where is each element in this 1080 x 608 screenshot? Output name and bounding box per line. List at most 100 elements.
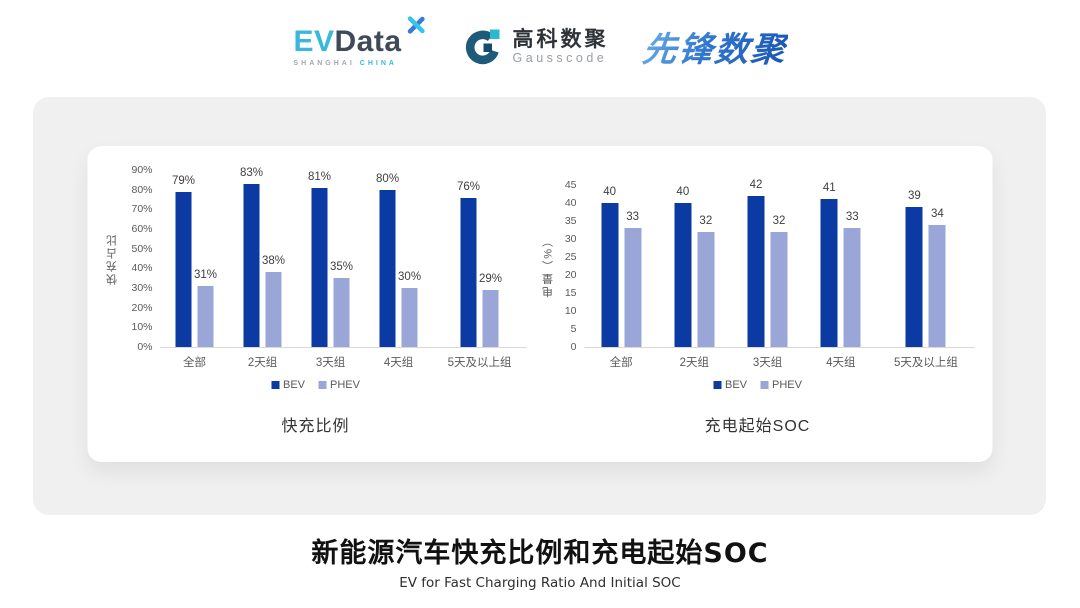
category-label: 2天组	[247, 357, 278, 369]
page-subtitle: EV for Fast Charging Ratio And Initial S…	[399, 575, 681, 591]
bar-fill	[747, 195, 765, 347]
legend: BEV PHEV	[713, 379, 802, 391]
y-axis: 45 40 35 30 25 20 15 10 5 0	[557, 179, 585, 353]
bev-bar: 42	[747, 179, 765, 347]
pioneer-name: 先锋数聚	[640, 22, 789, 71]
footer: 新能源汽车快充比例和充电起始SOC EV for Fast Charging R…	[0, 531, 1080, 591]
y-axis-title: 快充占比	[106, 232, 119, 285]
bev-bar: 40	[601, 186, 619, 347]
y-tick-label: 50%	[131, 242, 153, 255]
bar-group: 79% 31% 全部	[172, 170, 217, 370]
x-axis-line	[160, 347, 527, 348]
y-tick-label: 20%	[131, 301, 153, 314]
bev-bar: 80%	[376, 173, 399, 347]
chart-card: 快充占比 90% 80% 70% 60% 50% 40% 30% 20% 10% 0% 79% 31% 全…	[87, 146, 992, 462]
fast-charging-ratio-chart: 快充占比 90% 80% 70% 60% 50% 40% 30% 20% 10% 0% 79% 31% 全…	[105, 164, 527, 436]
bar-group: 83% 38% 2天组	[240, 167, 285, 370]
y-tick-label: 30	[564, 233, 577, 245]
legend-swatch	[760, 381, 769, 389]
y-axis-title-wrap: 快充占比	[105, 170, 121, 347]
y-tick-label: 35	[564, 215, 577, 227]
bar-pair: 40 32	[674, 185, 715, 347]
bar-fill	[379, 189, 396, 347]
category-label: 3天组	[752, 357, 783, 369]
y-tick-label: 0%	[137, 341, 153, 353]
bar-group: 41 33 4天组	[820, 182, 861, 370]
category-label: 3天组	[315, 357, 346, 369]
bar-group: 42 32 3天组	[747, 179, 788, 370]
turbine-x-icon	[407, 15, 425, 34]
bar-value-label: 76%	[457, 180, 481, 193]
bar-pair: 39 34	[905, 185, 946, 347]
bar-value-label: 83%	[240, 166, 264, 179]
category-label: 4天组	[826, 357, 856, 369]
bar-group: 76% 29% 5天及以上组	[448, 170, 512, 370]
bev-bar: 81%	[308, 171, 331, 347]
bev-bar: 40	[674, 186, 692, 347]
bar-groups: 40 33 全部 40 32 2天组 42 32 3天组 41 33 4天组 39 34 5天及以上组	[585, 179, 975, 370]
bar-value-label: 42	[749, 178, 763, 191]
evdata-location-shanghai: SHANGHAI	[293, 59, 355, 67]
y-tick-label: 60%	[131, 223, 153, 235]
chart-plot-row: 快充占比 90% 80% 70% 60% 50% 40% 30% 20% 10% 0% 79% 31% 全…	[105, 164, 527, 370]
bar-value-label: 40	[603, 186, 617, 198]
bar-value-label: 81%	[308, 170, 332, 183]
legend-item: PHEV	[760, 379, 802, 391]
legend: BEV PHEV	[271, 379, 360, 391]
category-label: 4天组	[383, 357, 414, 369]
bar-group: 80% 30% 4天组	[376, 170, 421, 370]
phev-bar: 33	[843, 211, 861, 347]
legend-swatch	[318, 381, 327, 389]
bar-value-label: 80%	[376, 172, 400, 185]
category-label: 全部	[183, 357, 206, 369]
y-axis-title-wrap: 电量（%）	[541, 185, 557, 347]
bar-value-label: 39	[908, 189, 921, 202]
bar-value-label: 32	[772, 214, 786, 227]
category-label: 5天及以上组	[447, 357, 512, 369]
plot-area: 40 33 全部 40 32 2天组 42 32 3天组 41 33 4天组 39 34 5天及以上组	[584, 179, 975, 370]
evdata-data-text: Data	[334, 24, 402, 58]
bar-value-label: 40	[676, 186, 690, 198]
initial-soc-chart: 电量（%） 45 40 35 30 25 20 15 10 5 0 40 33 全部 40 32 2天组 42 32…	[541, 170, 975, 436]
bar-value-label: 33	[626, 211, 640, 224]
evdata-wordmark: EV Data	[293, 15, 427, 58]
evdata-ev-text: EV	[293, 24, 335, 58]
bar-group: 40 32 2天组	[674, 185, 715, 370]
bar-value-label: 30%	[398, 271, 422, 283]
category-label: 全部	[609, 357, 633, 369]
evdata-subtext: SHANGHAI CHINA	[293, 60, 427, 67]
y-axis: 90% 80% 70% 60% 50% 40% 30% 20% 10% 0%	[121, 164, 161, 353]
bar-fill	[843, 228, 861, 347]
y-tick-label: 0	[570, 341, 577, 353]
y-tick-label: 40	[564, 197, 577, 209]
y-axis-title: 电量（%）	[542, 234, 555, 298]
bar-value-label: 33	[845, 211, 859, 224]
phev-bar: 35%	[330, 261, 353, 347]
gausscode-name-cn: 高科数聚	[512, 27, 609, 51]
page-title: 新能源汽车快充比例和充电起始SOC	[311, 538, 769, 569]
legend-swatch	[713, 381, 721, 389]
bar-pair: 76% 29%	[457, 170, 502, 347]
category-label: 2天组	[679, 357, 710, 369]
legend-label: PHEV	[330, 379, 360, 391]
phev-bar: 30%	[398, 271, 421, 347]
legend-label: BEV	[725, 379, 748, 391]
bar-pair: 79% 31%	[172, 170, 217, 347]
phev-bar: 31%	[194, 269, 217, 347]
y-tick-label: 45	[564, 179, 577, 191]
bar-fill	[460, 197, 477, 347]
bar-group: 39 34 5天及以上组	[894, 185, 958, 370]
bar-pair: 80% 30%	[376, 170, 421, 347]
bev-bar: 76%	[457, 181, 480, 347]
bar-value-label: 41	[822, 182, 836, 195]
bar-pair: 40 33	[601, 185, 642, 347]
bev-bar: 39	[905, 190, 923, 347]
bar-fill	[197, 286, 214, 347]
evdata-logo: EV Data SHANGHAI CHINA	[293, 15, 427, 67]
bev-bar: 41	[820, 182, 838, 347]
phev-bar: 34	[928, 208, 946, 347]
y-tick-label: 5	[570, 323, 577, 335]
phev-bar: 32	[697, 215, 715, 347]
phev-bar: 38%	[262, 255, 285, 347]
y-tick-label: 10%	[131, 321, 153, 334]
